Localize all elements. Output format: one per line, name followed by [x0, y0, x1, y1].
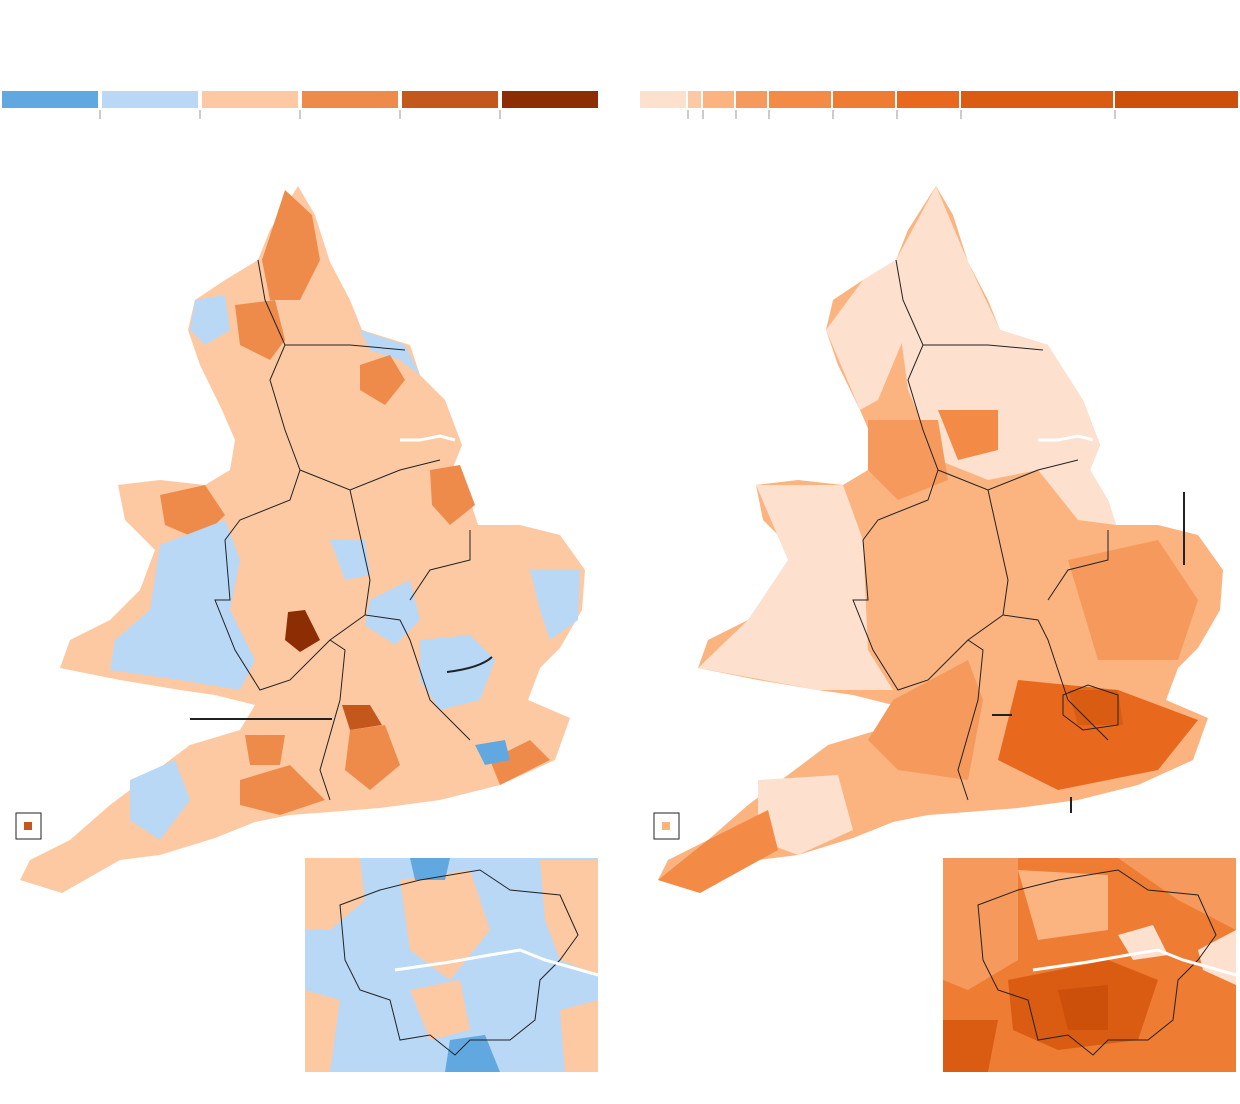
legend-swatch — [202, 91, 298, 108]
legend-swatch — [736, 91, 767, 108]
region — [475, 740, 510, 765]
legend-left — [2, 91, 598, 119]
region — [110, 520, 255, 690]
legend-swatch — [833, 91, 895, 108]
region — [420, 635, 495, 710]
region — [658, 810, 778, 893]
legend-swatch — [2, 91, 98, 108]
legend-swatch — [688, 91, 701, 108]
region — [1068, 540, 1198, 660]
map-right — [653, 186, 1237, 1072]
map-left — [15, 186, 599, 1072]
legend-swatch — [703, 91, 734, 108]
region — [490, 740, 550, 785]
region — [758, 775, 853, 855]
legend-swatch — [1115, 91, 1238, 108]
region — [235, 300, 285, 360]
region — [868, 420, 948, 500]
region — [365, 580, 420, 645]
region — [342, 705, 382, 730]
legend-swatch — [302, 91, 398, 108]
london-inset — [305, 858, 599, 1072]
region — [360, 355, 405, 405]
region — [430, 465, 475, 525]
legend-swatch — [402, 91, 498, 108]
london-inset — [943, 858, 1237, 1072]
legend-swatch — [961, 91, 1113, 108]
region — [360, 330, 420, 375]
region — [190, 295, 230, 345]
region — [330, 540, 370, 580]
inset-marker-mark — [662, 822, 670, 830]
region — [998, 680, 1198, 790]
callout-line — [446, 656, 493, 673]
legend-right — [640, 91, 1238, 119]
region — [240, 765, 325, 815]
region — [938, 410, 998, 460]
region — [345, 725, 400, 790]
region — [130, 760, 190, 840]
region — [245, 735, 285, 765]
legend-swatch — [502, 91, 598, 108]
legend-swatch — [640, 91, 686, 108]
region — [826, 260, 903, 410]
region — [285, 610, 320, 652]
region — [262, 190, 320, 300]
region — [868, 660, 983, 780]
legend-swatch — [897, 91, 959, 108]
region — [530, 570, 580, 640]
region — [1068, 690, 1123, 725]
legend-swatch — [102, 91, 198, 108]
inset-marker-mark — [24, 822, 32, 830]
legend-swatch — [769, 91, 831, 108]
region — [698, 485, 893, 690]
